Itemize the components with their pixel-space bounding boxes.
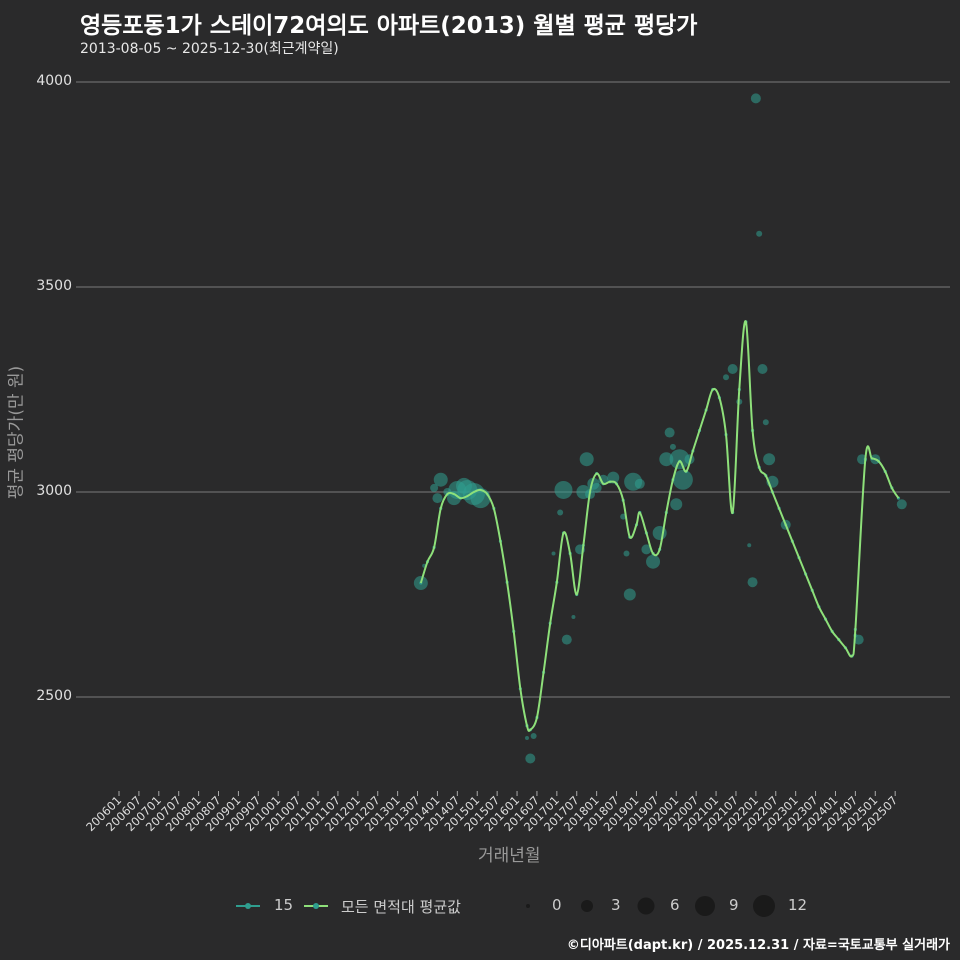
footer-credit: ©디아파트(dapt.kr) / 2025.12.31 / 자료=국토교통부 실…	[566, 938, 950, 953]
legend-size-0: 0	[552, 896, 562, 914]
legend-graphics	[236, 895, 775, 917]
gridlines	[76, 81, 950, 698]
legend-size-3: 3	[611, 896, 621, 914]
chart-title: 영등포동1가 스테이72여의도 아파트(2013) 월별 평균 평당가	[80, 13, 698, 39]
y-tick-label: 3000	[36, 483, 72, 499]
x-axis-title: 거래년월	[478, 846, 541, 866]
y-axis-title: 평균 평당가(만 원)	[6, 365, 27, 500]
y-tick-label: 2500	[36, 688, 72, 704]
chart-subtitle: 2013-08-05 ~ 2025-12-30(최근계약일)	[80, 41, 339, 57]
average-line	[419, 320, 900, 732]
x-axis-ticks: 2006012006072007012007072008012008072009…	[83, 791, 900, 834]
scatter-series-15	[413, 93, 907, 764]
legend-label-average: 모든 면적대 평균값	[341, 898, 461, 916]
legend-size-12: 12	[788, 896, 808, 914]
legend-size-6: 6	[670, 896, 680, 914]
y-tick-label: 4000	[36, 73, 72, 89]
y-tick-label: 3500	[36, 278, 72, 294]
legend-size-9: 9	[729, 896, 739, 914]
legend-label-15: 15	[274, 896, 294, 914]
